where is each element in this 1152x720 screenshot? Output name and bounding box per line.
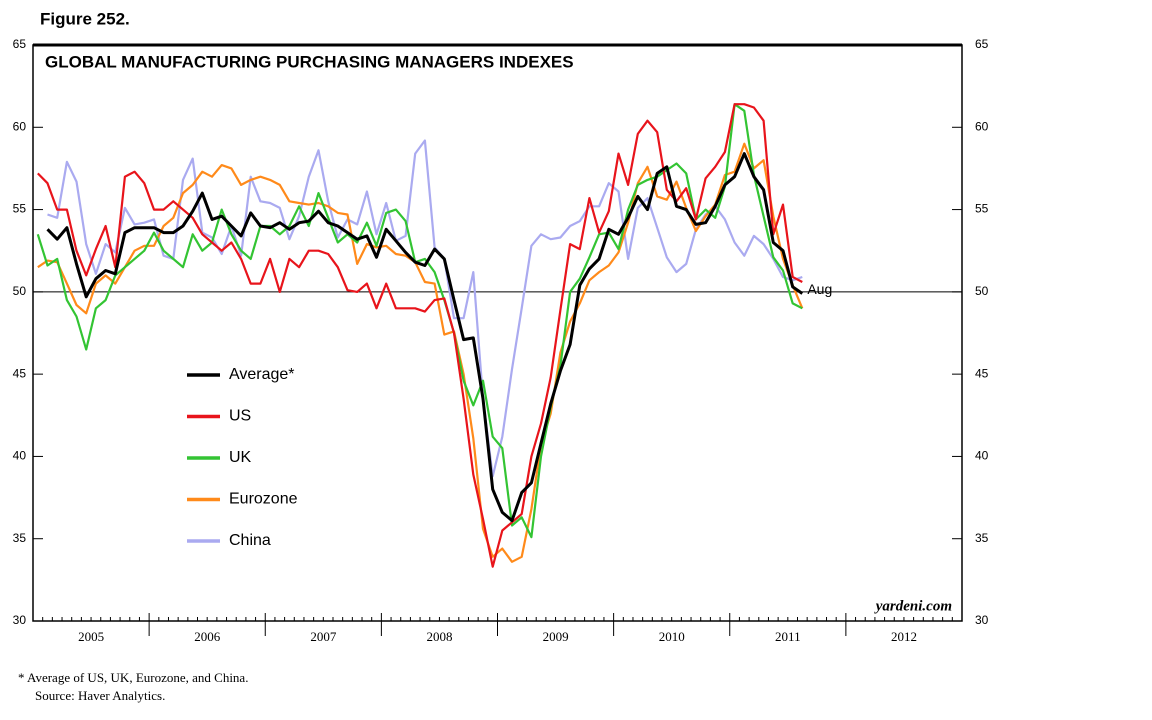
x-tick-label: 2012 xyxy=(891,629,917,644)
y-tick-label: 55 xyxy=(13,202,27,216)
x-tick-label: 2010 xyxy=(659,629,685,644)
y-tick-label: 50 xyxy=(13,284,27,298)
figure-label: Figure 252. xyxy=(40,9,130,28)
annotation: Aug xyxy=(807,281,832,297)
y2-tick-label: 30 xyxy=(975,613,989,627)
watermark: yardeni.com xyxy=(874,598,952,614)
y2-tick-label: 50 xyxy=(975,284,989,298)
legend-label: Average* xyxy=(229,366,295,383)
y2-tick-label: 45 xyxy=(975,366,989,380)
y-tick-label: 35 xyxy=(13,531,27,545)
series-line xyxy=(46,152,804,523)
series-line xyxy=(37,142,804,563)
legend-label: Eurozone xyxy=(229,491,298,508)
y2-tick-label: 55 xyxy=(975,202,989,216)
y-tick-label: 65 xyxy=(13,37,27,51)
x-tick-label: 2006 xyxy=(194,629,221,644)
y2-tick-label: 60 xyxy=(975,119,989,133)
footnote: * Average of US, UK, Eurozone, and China… xyxy=(18,670,248,685)
series-line xyxy=(37,103,803,568)
y2-tick-label: 40 xyxy=(975,449,989,463)
y-tick-label: 40 xyxy=(13,449,27,463)
series-line xyxy=(36,103,803,539)
y2-tick-label: 35 xyxy=(975,531,989,545)
y2-tick-label: 65 xyxy=(975,37,989,51)
plot-frame xyxy=(32,44,963,622)
legend-label: US xyxy=(229,408,251,425)
chart-title: GLOBAL MANUFACTURING PURCHASING MANAGERS… xyxy=(45,52,574,71)
x-tick-label: 2009 xyxy=(543,629,569,644)
y-tick-label: 60 xyxy=(13,119,27,133)
y-tick-label: 30 xyxy=(13,613,27,627)
y-tick-label: 45 xyxy=(13,366,27,380)
legend-label: UK xyxy=(229,449,252,466)
x-tick-label: 2011 xyxy=(775,629,801,644)
x-tick-label: 2007 xyxy=(310,629,337,644)
source: Source: Haver Analytics. xyxy=(35,688,165,703)
x-tick-label: 2008 xyxy=(426,629,452,644)
legend-label: China xyxy=(229,532,271,549)
x-tick-label: 2005 xyxy=(78,629,104,644)
